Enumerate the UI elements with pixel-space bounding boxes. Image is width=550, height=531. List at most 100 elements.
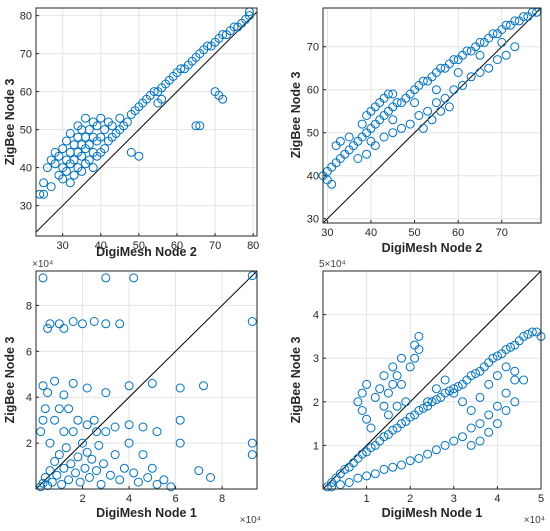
data-point — [366, 136, 376, 146]
x-tick-label: 80 — [247, 240, 259, 252]
x-tick-label: 3 — [451, 493, 457, 505]
y-tick-label: 2 — [26, 438, 32, 450]
data-point — [484, 379, 494, 389]
data-point — [362, 414, 372, 424]
data-point — [115, 475, 125, 485]
data-point — [110, 422, 120, 432]
axes-frame — [35, 270, 258, 490]
data-point — [501, 345, 511, 354]
data-point — [247, 450, 257, 460]
x-axis-label: DigiMesh Node 1 — [96, 506, 197, 520]
data-point — [410, 353, 420, 363]
data-point — [475, 436, 485, 446]
y-axis-label: ZigBee Node 3 — [289, 337, 303, 424]
data-point — [449, 388, 459, 398]
x-exponent-label: ×10⁴ — [240, 515, 261, 526]
data-point — [100, 144, 110, 154]
data-point — [506, 342, 515, 352]
data-point — [73, 452, 83, 462]
x-axis-label: DigiMesh Node 1 — [382, 506, 483, 520]
data-point — [466, 406, 476, 415]
data-point — [510, 16, 520, 26]
data-point — [379, 371, 389, 381]
data-point — [61, 443, 71, 453]
y-exponent-label: ×10⁴ — [32, 259, 53, 270]
x-axis-label: DigiMesh Node 2 — [96, 245, 197, 259]
x-tick-label: 4 — [494, 493, 500, 505]
scatter-panel-bottom-left: 2 4 6 8 2 4 6 8 DigiMesh Node 1 ZigBee Node 3 ×10⁴… — [3, 259, 261, 526]
data-point — [423, 397, 433, 407]
axes-frame — [322, 7, 542, 224]
data-point — [54, 404, 64, 414]
data-point — [357, 388, 367, 398]
data-point — [405, 362, 415, 372]
data-point — [444, 386, 454, 396]
data-point — [405, 456, 415, 466]
data-point — [375, 384, 385, 394]
data-point — [38, 381, 48, 391]
data-point — [39, 189, 49, 199]
data-point — [410, 98, 420, 108]
data-point — [126, 147, 136, 157]
data-point — [78, 319, 87, 329]
data-point — [58, 174, 68, 184]
data-point — [510, 42, 520, 52]
data-point — [96, 132, 106, 142]
data-point — [440, 388, 450, 398]
data-point — [379, 464, 389, 474]
data-point — [218, 94, 228, 104]
data-point — [357, 449, 367, 459]
data-point — [46, 182, 56, 192]
y-tick-label: 1 — [313, 440, 319, 452]
data-point — [38, 273, 48, 283]
data-point — [449, 55, 459, 65]
data-point — [82, 420, 92, 430]
data-point — [64, 404, 74, 414]
x-tick-label: 1 — [364, 493, 370, 505]
data-point — [175, 383, 185, 393]
data-point — [431, 85, 441, 95]
data-point — [65, 178, 75, 188]
scatter-panel-top-right: 30 40 50 60 70 30 40 50 60 70 DigiMesh Node 2 ZigBe… — [289, 7, 542, 255]
data-point — [62, 136, 71, 146]
data-point — [42, 163, 52, 173]
y-tick-label: 3 — [313, 353, 319, 365]
data-point — [152, 427, 162, 437]
data-point — [40, 404, 50, 414]
data-point — [129, 468, 139, 478]
data-point — [410, 340, 420, 350]
data-point — [57, 479, 67, 489]
data-point — [88, 163, 98, 173]
data-point — [423, 449, 433, 459]
data-point — [89, 317, 99, 326]
data-point — [449, 384, 459, 394]
data-point — [45, 466, 55, 476]
data-point — [82, 383, 92, 393]
data-point — [492, 55, 502, 65]
data-point — [388, 379, 398, 389]
data-point — [475, 50, 485, 60]
data-point — [388, 362, 398, 372]
axes-frame — [322, 270, 542, 490]
data-point — [92, 121, 102, 131]
data-point — [492, 371, 502, 381]
data-point — [68, 427, 78, 437]
data-point — [229, 22, 239, 32]
data-point — [427, 397, 437, 407]
data-point — [484, 63, 494, 73]
data-point — [96, 113, 106, 123]
data-point — [466, 423, 476, 433]
data-point — [519, 12, 529, 22]
data-point — [501, 20, 511, 30]
data-point — [69, 155, 79, 165]
data-point — [397, 123, 406, 133]
y-tick-label: 4 — [313, 310, 319, 322]
data-point — [175, 438, 185, 448]
data-point — [210, 87, 220, 97]
data-point — [64, 475, 74, 485]
x-tick-label: 5 — [538, 493, 544, 505]
x-tick-label: 60 — [171, 240, 183, 252]
data-point — [388, 128, 398, 138]
data-point — [247, 317, 257, 326]
